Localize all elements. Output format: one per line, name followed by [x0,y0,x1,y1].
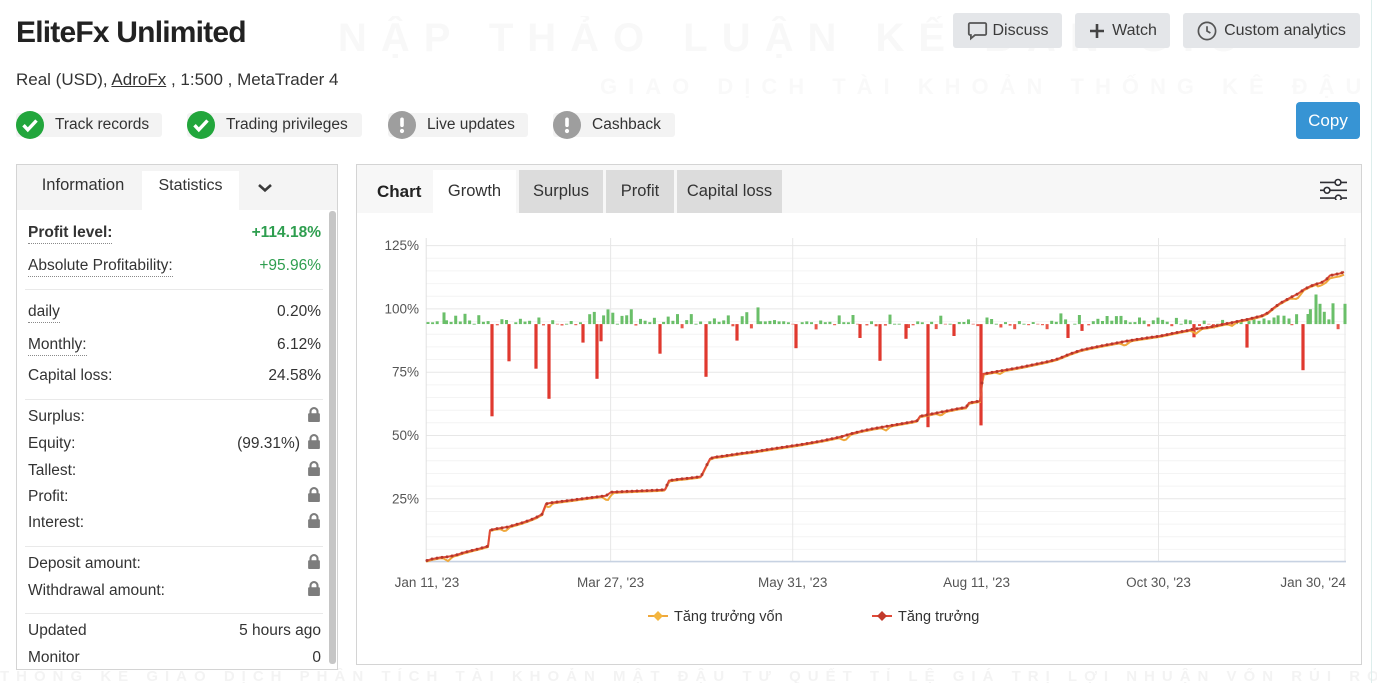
svg-text:May 31, '23: May 31, '23 [758,575,827,590]
svg-text:125%: 125% [384,238,419,253]
svg-text:Jan 11, '23: Jan 11, '23 [395,575,460,590]
svg-text:75%: 75% [392,365,419,380]
svg-text:Mar 27, '23: Mar 27, '23 [577,575,644,590]
svg-text:Oct 30, '23: Oct 30, '23 [1126,575,1191,590]
svg-text:25%: 25% [392,491,419,506]
svg-text:100%: 100% [384,301,419,316]
svg-text:Aug 11, '23: Aug 11, '23 [943,575,1010,590]
svg-text:Tăng trưởng: Tăng trưởng [898,609,979,625]
svg-text:Tăng trưởng vốn: Tăng trưởng vốn [674,609,783,625]
svg-text:Jan 30, '24: Jan 30, '24 [1280,575,1346,590]
svg-text:50%: 50% [392,428,419,443]
